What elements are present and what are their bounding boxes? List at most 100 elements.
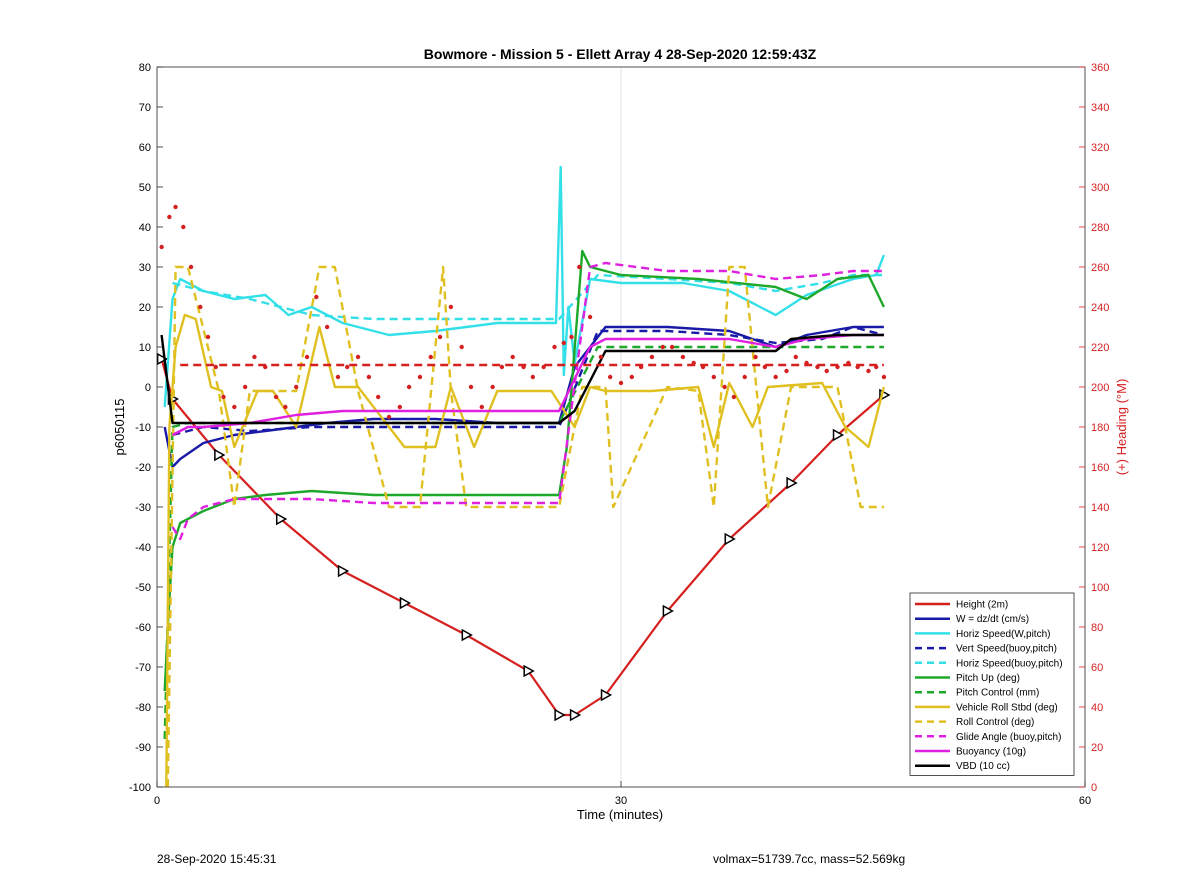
heading-point	[618, 380, 624, 386]
height-marker	[569, 708, 582, 722]
y2-tick-label: 180	[1091, 422, 1109, 434]
y2-tick-label: 80	[1091, 622, 1103, 634]
y2-axis-label: (+) Heading (°M)	[1114, 379, 1129, 476]
heading-point	[753, 354, 758, 360]
heading-point	[397, 404, 403, 410]
heading-point	[355, 354, 361, 360]
y-tick-label: -100	[129, 782, 151, 794]
x-tick-label: 0	[154, 795, 160, 807]
heading-point	[552, 344, 557, 350]
legend-entry-label: Horiz Speed(W,pitch)	[956, 629, 1050, 640]
y-tick-label: 80	[139, 62, 151, 74]
heading-point	[428, 354, 433, 360]
legend: Height (2m) W = dz/dt (cm/s) Horiz Speed(W…	[909, 592, 1075, 776]
y2-tick-label: 20	[1091, 742, 1103, 754]
heading-point	[294, 384, 299, 390]
heading-point	[731, 394, 737, 400]
y2-tick-label: 100	[1091, 582, 1109, 594]
heading-point	[417, 374, 423, 380]
heading-point	[252, 354, 257, 360]
footer-vehicle-info: volmax=51739.7cc, mass=52.569kg	[713, 852, 906, 866]
y-tick-label: -90	[135, 742, 151, 754]
heading-point	[773, 374, 778, 380]
y-tick-label: 50	[139, 182, 151, 194]
y2-tick-label: 340	[1091, 102, 1109, 114]
heading-point	[577, 264, 582, 270]
y-tick-label: 60	[139, 142, 151, 154]
heading-point	[607, 374, 613, 380]
height-marker	[786, 476, 798, 490]
y-tick-label: -20	[135, 462, 151, 474]
heading-point	[669, 344, 675, 350]
heading-point	[273, 394, 279, 400]
heading-point	[448, 304, 454, 310]
heading-point	[793, 354, 798, 360]
heading-point	[375, 394, 381, 400]
x-tick-label: 60	[1079, 795, 1091, 807]
vbd-10-cc-line	[160, 333, 884, 425]
heading-point	[742, 374, 747, 380]
x-tick-label: 30	[615, 795, 627, 807]
height-marker	[662, 604, 674, 618]
y2-tick-label: 200	[1091, 382, 1109, 394]
heading-point	[213, 364, 218, 370]
heading-point	[173, 204, 178, 210]
heading-point	[569, 334, 574, 340]
y2-tick-label: 240	[1091, 302, 1109, 314]
y2-tick-label: 220	[1091, 342, 1109, 354]
heading-point	[824, 368, 829, 374]
y-tick-label: -80	[135, 702, 151, 714]
heading-point	[660, 344, 665, 350]
y-tick-label: -10	[135, 422, 151, 434]
heading-point	[366, 374, 372, 380]
horiz-speed-buoy-pitch-line	[172, 273, 884, 321]
y2-tick-label: 260	[1091, 262, 1109, 274]
y2-tick-label: 140	[1091, 502, 1109, 514]
heading-point	[335, 374, 341, 380]
heading-point	[304, 354, 310, 360]
heading-point	[167, 214, 172, 220]
heading-point	[598, 354, 604, 360]
y2-tick-label: 360	[1091, 62, 1109, 74]
heading-point	[499, 364, 505, 370]
height-marker	[337, 564, 350, 578]
heading-point	[314, 294, 319, 300]
heading-point	[232, 404, 237, 410]
legend-entry-label: VBD (10 cc)	[956, 761, 1010, 772]
heading-point	[479, 404, 484, 410]
legend-entry-label: Height (2m)	[956, 600, 1008, 611]
heading-point	[649, 354, 655, 360]
y2-tick-label: 320	[1091, 142, 1109, 154]
height-marker	[156, 352, 169, 366]
y2-tick-label: 160	[1091, 462, 1109, 474]
legend-box	[909, 592, 1075, 776]
footer-timestamp: 28-Sep-2020 15:45:31	[157, 852, 277, 866]
heading-point	[510, 354, 515, 360]
roll-control-deg-line	[166, 265, 884, 788]
heading-point	[629, 374, 635, 380]
legend-entry-label: Pitch Up (deg)	[956, 673, 1020, 684]
y-tick-label: 0	[145, 382, 151, 394]
y-axis-label: p6050115	[112, 399, 127, 456]
heading-point	[459, 344, 464, 350]
heading-point	[188, 264, 194, 270]
legend-entry-label: Vert Speed(buoy,pitch)	[956, 644, 1057, 655]
y-tick-label: 20	[139, 302, 151, 314]
heading-point	[437, 334, 443, 340]
heading-point	[242, 384, 248, 390]
heading-point	[561, 340, 566, 346]
legend-entry-label: W = dz/dt (cm/s)	[956, 614, 1029, 625]
heading-point	[159, 244, 164, 250]
height-marker	[554, 708, 566, 722]
height-2m-markers	[156, 352, 891, 722]
height-marker	[214, 448, 226, 462]
heading-point	[283, 404, 288, 410]
height-marker	[724, 532, 736, 546]
y-tick-label: -70	[135, 662, 151, 674]
y-tick-label: 10	[139, 342, 151, 354]
glide-angle-buoy-pitch-line	[171, 261, 884, 541]
x-axis-label: Time (minutes)	[577, 807, 663, 822]
legend-entry-label: Roll Control (deg)	[956, 717, 1034, 728]
heading-point	[198, 304, 203, 310]
heading-point	[530, 374, 536, 380]
